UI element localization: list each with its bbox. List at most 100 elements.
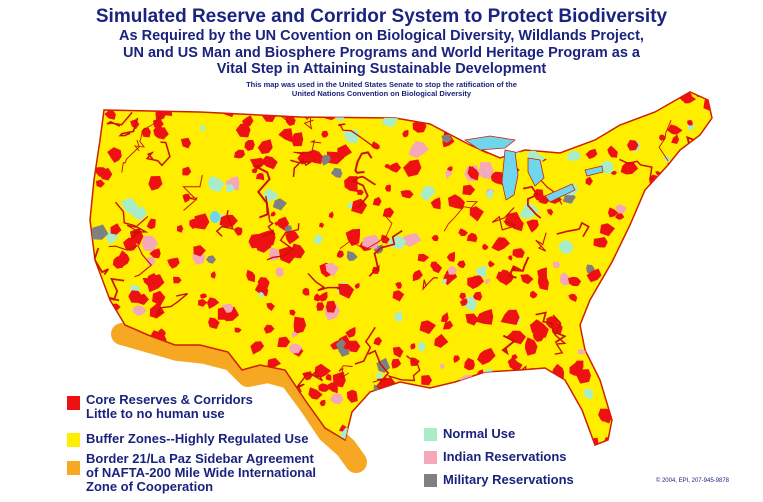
map-patch [618, 370, 636, 385]
map-patch [538, 402, 550, 413]
map-patch [256, 172, 265, 181]
map-patch [219, 214, 238, 228]
map-patch [597, 344, 605, 354]
map-patch [567, 150, 582, 161]
lake-superior [463, 135, 516, 151]
note-line-2: United Nations Convention on Biological … [291, 88, 472, 98]
map-patch [384, 99, 394, 109]
map-patch [508, 255, 513, 261]
map-patch [287, 243, 305, 259]
lake-erie [544, 183, 576, 203]
map-patch [583, 388, 594, 400]
legend-border-line-2: of NAFTA-200 Mile Wide International [86, 465, 317, 480]
map-patch [615, 204, 627, 214]
map-patch [421, 375, 432, 386]
legend-normal-label: Normal Use [443, 426, 516, 441]
map-patch [655, 211, 668, 222]
map-patch [593, 237, 608, 248]
legend-normal: Normal Use [443, 427, 515, 441]
map-patch [338, 283, 355, 299]
map-patch [99, 168, 113, 181]
map-patch [507, 356, 523, 371]
map-patch [639, 252, 649, 259]
map-patch [329, 393, 344, 405]
map-patch [394, 311, 403, 322]
corridor-line [707, 160, 712, 181]
map-patch [620, 414, 633, 428]
corridor-line [535, 232, 547, 252]
map-patch [443, 101, 458, 115]
map-patch [260, 155, 278, 170]
map-patch [457, 260, 466, 269]
map-patch [275, 417, 284, 427]
corridor-line [266, 223, 300, 261]
map-patch [343, 341, 352, 350]
map-patch [537, 274, 549, 291]
map-patch [189, 218, 202, 230]
map-patch [126, 359, 133, 366]
border-zone-band [111, 323, 367, 473]
map-patch [208, 317, 220, 329]
map-patch [121, 197, 139, 214]
corridor-line [416, 386, 445, 420]
map-patch [363, 410, 379, 425]
map-patch [257, 277, 270, 289]
map-patch [90, 277, 99, 288]
map-patch [431, 107, 444, 121]
map-patch [357, 189, 364, 196]
map-patch [568, 126, 574, 132]
map-patch [673, 248, 684, 257]
corridor-line [686, 422, 712, 445]
map-patch [515, 124, 526, 134]
map-patch [284, 225, 293, 234]
map-patch [225, 184, 235, 193]
map-patch [443, 123, 458, 136]
corridor-line [662, 369, 705, 398]
corridor-line [609, 307, 643, 351]
map-patch [306, 149, 324, 165]
map-patch [632, 103, 641, 112]
map-patch [620, 434, 634, 445]
map-patch [670, 303, 685, 315]
map-patch [681, 317, 692, 324]
map-patch [302, 287, 310, 296]
map-patch [206, 297, 220, 309]
corridor-line [443, 200, 479, 232]
map-patch [558, 240, 574, 254]
map-patch [116, 250, 130, 267]
corridor-line [182, 174, 203, 211]
map-patch [412, 120, 427, 133]
map-patch [153, 118, 164, 129]
map-patch [263, 324, 275, 334]
map-patch [250, 341, 265, 355]
map-patch [419, 320, 436, 335]
map-patch [507, 381, 526, 399]
map-patch [628, 431, 644, 444]
map-patch [400, 190, 414, 199]
map-patch [260, 391, 274, 402]
legend-military: Military Reservations [443, 473, 574, 487]
subtitle-line-3: Vital Step in Attaining Sustainable Deve… [216, 61, 547, 77]
map-patch [153, 125, 166, 140]
map-patch [506, 406, 514, 412]
map-patch [675, 226, 692, 241]
map-patch [663, 393, 676, 410]
legend-border-line-1: Border 21/La Paz Sidebar Agreement [86, 451, 314, 466]
map-patch [479, 161, 494, 180]
corridor-line [422, 277, 438, 291]
map-patch [490, 171, 505, 185]
map-title: Simulated Reserve and Corridor System to… [95, 6, 668, 27]
map-patch [504, 211, 522, 229]
map-patch [671, 134, 679, 144]
map-patch [337, 144, 352, 158]
corridor-line [106, 111, 133, 127]
map-patch [233, 226, 243, 236]
map-patch [107, 147, 122, 163]
map-patch [472, 291, 483, 301]
map-patch [417, 253, 430, 262]
map-patch [442, 278, 447, 284]
map-patch [318, 291, 328, 302]
map-patch [506, 99, 523, 113]
map-patch [258, 291, 264, 299]
corridor-line [351, 175, 376, 209]
